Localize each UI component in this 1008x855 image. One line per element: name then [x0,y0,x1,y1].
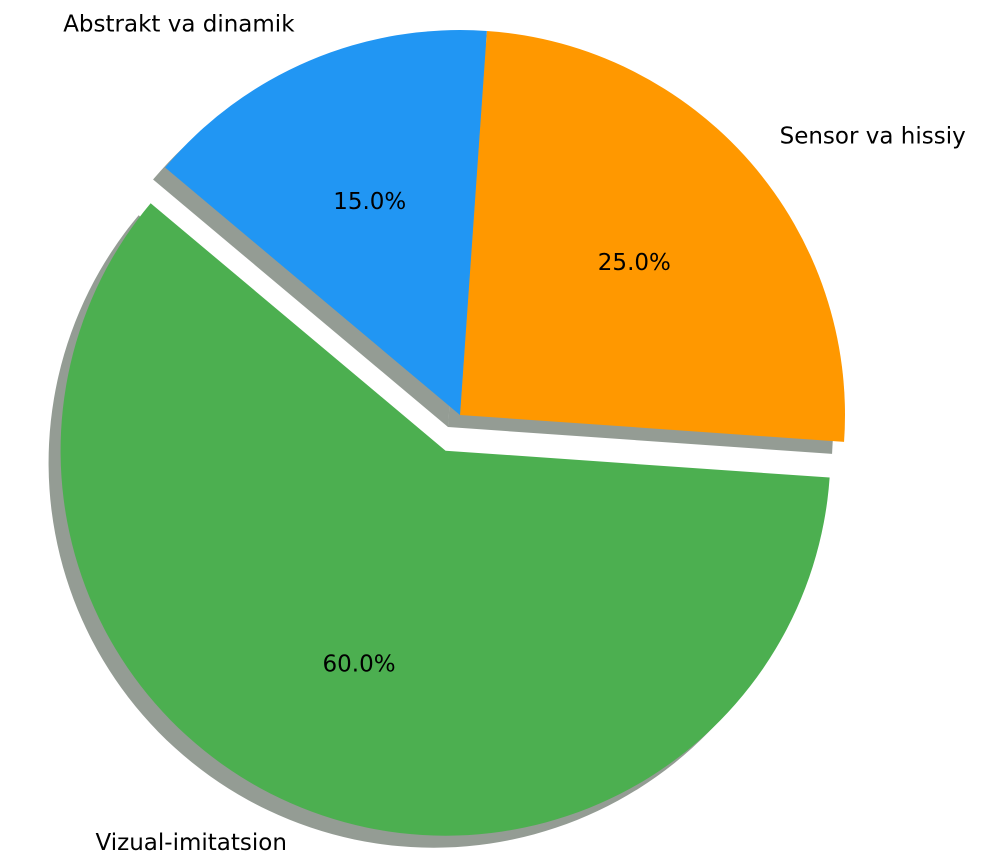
value-label: 15.0% [333,189,406,215]
slice-label: Sensor va hissiy [780,124,966,150]
value-label: 25.0% [598,250,671,276]
pie-slice [460,30,845,442]
value-label: 60.0% [323,651,396,677]
slice-label: Vizual-imitatsion [96,830,287,855]
pie-slice [165,30,487,415]
pie-slice [60,203,830,836]
slice-label: Abstrakt va dinamik [63,12,295,38]
